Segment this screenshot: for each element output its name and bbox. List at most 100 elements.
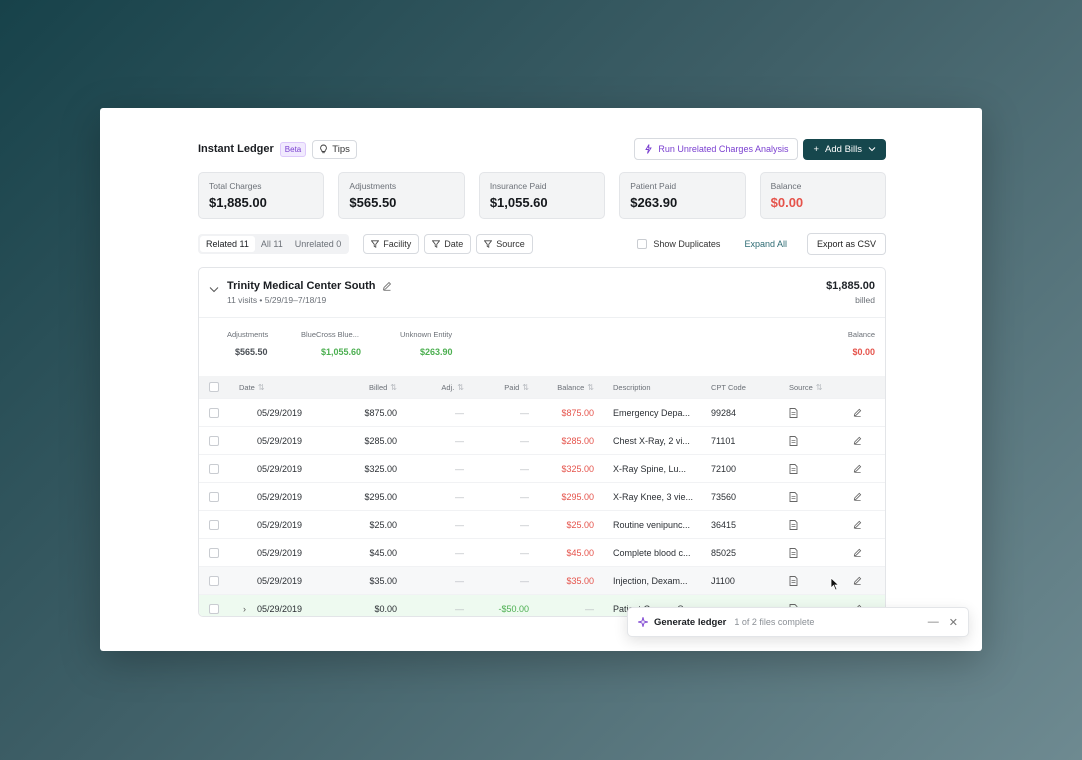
stat-value: $263.90 [630, 195, 678, 210]
date-cell: 05/29/2019 [257, 463, 303, 474]
description-cell: X-Ray Spine, Lu... [613, 463, 687, 474]
document-icon[interactable] [789, 399, 798, 426]
header-label: Source [789, 382, 813, 392]
document-icon[interactable] [789, 511, 798, 538]
description-cell: Chest X-Ray, 2 vi... [613, 435, 690, 446]
billed-cell: $285.00 [364, 435, 397, 446]
row-checkbox[interactable] [209, 575, 219, 586]
tips-button[interactable]: Tips [312, 139, 357, 159]
adj-cell: — [455, 575, 464, 586]
header-date[interactable]: Date ⇅ [239, 376, 265, 398]
close-icon[interactable]: ✕ [948, 616, 958, 629]
paid-cell: — [520, 547, 529, 558]
row-checkbox-cell [209, 483, 219, 510]
date-cell: 05/29/2019 [257, 407, 303, 418]
facility-filter-button[interactable]: Facility [363, 234, 420, 254]
stat-value: $0.00 [770, 195, 804, 210]
row-checkbox-cell [209, 455, 219, 482]
chevron-down-icon[interactable] [209, 286, 219, 293]
minimize-icon[interactable]: — [927, 616, 939, 628]
add-bills-label: Add Bills [825, 143, 862, 155]
header-paid[interactable]: Paid ⇅ [469, 376, 529, 398]
document-icon[interactable] [789, 455, 798, 482]
facility-total: $1,885.00 [826, 280, 875, 292]
cpt-code-cell: J1100 [711, 575, 735, 586]
summary-balance: Balance $0.00 [848, 330, 875, 357]
stat-card-patient-paid: Patient Paid $263.90 [619, 172, 746, 219]
sort-icon: ⇅ [390, 382, 397, 392]
stat-value: $1,055.60 [489, 195, 548, 210]
row-checkbox[interactable] [209, 463, 219, 474]
table-row[interactable]: 05/29/2019 $285.00 — — $285.00 Chest X-Ray, 2… [199, 426, 885, 454]
header-source[interactable]: Source ⇅ [789, 376, 822, 398]
row-checkbox[interactable] [209, 491, 219, 502]
adj-cell: — [455, 463, 464, 474]
paid-cell: — [520, 435, 529, 446]
date-filter-button[interactable]: Date [424, 234, 472, 254]
filter-icon [484, 240, 493, 248]
pencil-icon[interactable] [853, 455, 862, 482]
pencil-icon[interactable] [382, 281, 392, 291]
pencil-icon[interactable] [853, 539, 862, 566]
chevron-right-icon[interactable]: › [243, 603, 246, 614]
export-csv-button[interactable]: Export as CSV [806, 233, 886, 255]
row-checkbox[interactable] [209, 547, 219, 558]
document-icon[interactable] [789, 539, 798, 566]
sort-icon: ⇅ [815, 382, 823, 392]
row-checkbox[interactable] [209, 435, 219, 446]
row-checkbox[interactable] [209, 603, 219, 614]
description-cell: Emergency Depa... [613, 407, 691, 418]
select-all-checkbox[interactable] [209, 382, 219, 392]
header-label: Paid [504, 382, 520, 392]
balance-cell: $325.00 [561, 463, 594, 474]
row-checkbox-cell [209, 399, 219, 426]
select-all-cell [209, 376, 219, 398]
expand-all-link[interactable]: Expand All [744, 239, 787, 249]
description-cell: Complete blood c... [613, 547, 691, 558]
row-checkbox[interactable] [209, 519, 219, 530]
document-icon[interactable] [789, 567, 798, 594]
table-row[interactable]: 05/29/2019 $325.00 — — $325.00 X-Ray Spine, L… [199, 454, 885, 482]
pencil-icon[interactable] [853, 483, 862, 510]
table-row[interactable]: 05/29/2019 $875.00 — — $875.00 Emergency Depa… [199, 398, 885, 426]
row-checkbox-cell [209, 539, 219, 566]
stats-row: Total Charges $1,885.00 Adjustments $565… [198, 172, 887, 219]
billed-cell: $45.00 [369, 547, 397, 558]
document-icon[interactable] [789, 483, 798, 510]
pencil-icon[interactable] [853, 399, 862, 426]
table-row[interactable]: 05/29/2019 $45.00 — — $45.00 Complete blood c… [199, 538, 885, 566]
pencil-icon[interactable] [853, 567, 862, 594]
pencil-icon[interactable] [853, 511, 862, 538]
row-checkbox[interactable] [209, 407, 219, 418]
header-description: Description [613, 382, 651, 392]
cpt-code-cell: 73560 [711, 491, 737, 502]
table-row[interactable]: 05/29/2019 $295.00 — — $295.00 X-Ray Knee, 3 … [199, 482, 885, 510]
tab-unrelated[interactable]: Unrelated 0 [294, 239, 342, 249]
run-analysis-button[interactable]: Run Unrelated Charges Analysis [634, 138, 799, 160]
facility-card: Trinity Medical Center South 11 visits •… [198, 267, 886, 617]
facility-header[interactable]: Trinity Medical Center South 11 visits •… [199, 268, 885, 318]
header-adj[interactable]: Adj. ⇅ [414, 376, 464, 398]
header-billed[interactable]: Billed ⇅ [339, 376, 397, 398]
mouse-cursor-icon [830, 577, 840, 591]
add-bills-button[interactable]: + Add Bills [803, 138, 886, 160]
source-filter-button[interactable]: Source [476, 234, 533, 254]
billed-cell: $35.00 [369, 575, 397, 586]
header-balance[interactable]: Balance ⇅ [534, 376, 594, 398]
stat-card-adjustments: Adjustments $565.50 [338, 172, 465, 219]
billed-cell: $25.00 [369, 519, 397, 530]
filter-label: Source [496, 239, 525, 249]
tab-related[interactable]: Related 11 [200, 236, 255, 252]
balance-cell: $25.00 [566, 519, 594, 530]
pencil-icon[interactable] [853, 427, 862, 454]
table-header: Date ⇅ Billed ⇅ Adj. ⇅ Paid ⇅ Balance ⇅ Descr… [199, 376, 885, 398]
stat-card-insurance-paid: Insurance Paid $1,055.60 [478, 172, 606, 219]
show-duplicates-toggle[interactable]: Show Duplicates [637, 239, 720, 249]
summary-value: $263.90 [420, 347, 453, 357]
tab-all[interactable]: All 11 [260, 239, 283, 249]
table-row[interactable]: 05/29/2019 $35.00 — — $35.00 Injection, Dexam… [199, 566, 885, 594]
table-row[interactable]: 05/29/2019 $25.00 — — $25.00 Routine venipunc… [199, 510, 885, 538]
cpt-code-cell: 99284 [711, 407, 737, 418]
document-icon[interactable] [789, 427, 798, 454]
show-duplicates-checkbox[interactable] [637, 239, 648, 249]
